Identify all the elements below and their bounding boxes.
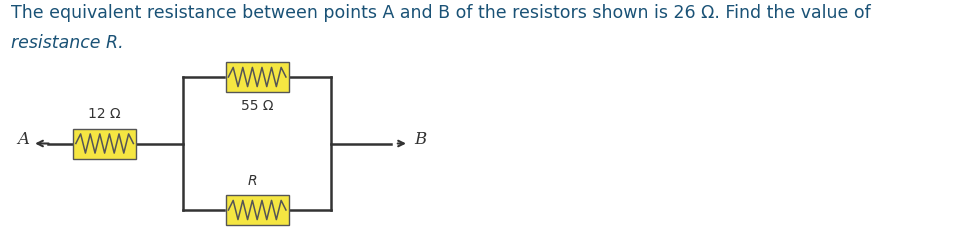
Bar xyxy=(225,62,289,92)
Text: 12 Ω: 12 Ω xyxy=(89,108,121,121)
Text: 55 Ω: 55 Ω xyxy=(241,99,273,113)
Bar xyxy=(225,195,289,225)
Text: A: A xyxy=(16,131,29,148)
Bar xyxy=(73,129,136,159)
Text: The equivalent resistance between points A and B of the resistors shown is 26 Ω.: The equivalent resistance between points… xyxy=(12,4,872,22)
Text: R: R xyxy=(248,174,258,188)
Text: B: B xyxy=(414,131,427,148)
Text: resistance R.: resistance R. xyxy=(12,34,124,52)
